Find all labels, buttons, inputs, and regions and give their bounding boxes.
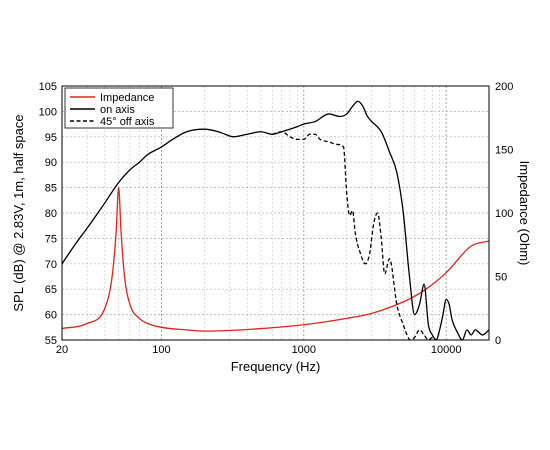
y-tick-label: 65: [45, 284, 57, 296]
x-tick-label: 20: [56, 344, 68, 356]
x-tick-label: 100: [152, 344, 170, 356]
legend-label-impedance: Impedance: [100, 92, 154, 104]
series-line-impedance: [62, 186, 489, 332]
series-line-on-axis: [62, 100, 489, 340]
y-tick-label: 90: [45, 157, 57, 169]
y-tick-label: 95: [45, 132, 57, 144]
x-tick-label: 1000: [292, 344, 316, 356]
series-line-45-off-axis: [272, 131, 437, 340]
y2-tick-label: 100: [495, 208, 513, 220]
y-axis-title: SPL (dB) @ 2.83V, 1m, half space: [11, 114, 26, 311]
y2-tick-label: 200: [495, 81, 513, 93]
legend-label-on-axis: on axis: [100, 104, 135, 116]
y2-tick-label: 50: [495, 272, 507, 284]
y-tick-label: 80: [45, 208, 57, 220]
y-tick-label: 60: [45, 310, 57, 322]
legend: Impedance on axis 45° off axis: [64, 87, 174, 129]
y2-tick-label: 0: [495, 335, 501, 347]
y-tick-label: 70: [45, 259, 57, 271]
y-tick-label: 100: [39, 106, 57, 118]
y-tick-label: 55: [45, 335, 57, 347]
y2-axis-title: Impedance (Ohm): [517, 161, 532, 266]
plot-frame: [61, 85, 490, 341]
y-tick-label: 105: [39, 81, 57, 93]
grid: [62, 86, 489, 340]
x-tick-label: 10000: [431, 344, 462, 356]
x-axis-title: Frequency (Hz): [231, 359, 321, 374]
y2-tick-label: 150: [495, 145, 513, 157]
y-tick-label: 75: [45, 233, 57, 245]
legend-label-45-off-axis: 45° off axis: [100, 116, 155, 128]
y-tick-label: 85: [45, 183, 57, 195]
series-lines: [62, 100, 489, 340]
tick-labels: 20 100 1000 10000 55 60 65 70 75 80 85 90 95 100 105 0 5…: [39, 81, 514, 356]
